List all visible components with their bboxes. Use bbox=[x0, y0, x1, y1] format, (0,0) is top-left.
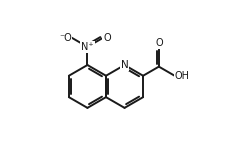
Text: O: O bbox=[103, 33, 111, 43]
Text: OH: OH bbox=[175, 71, 190, 81]
Text: N⁺: N⁺ bbox=[81, 42, 94, 52]
Text: N: N bbox=[121, 60, 129, 70]
Text: O: O bbox=[155, 38, 163, 49]
Text: ⁻O: ⁻O bbox=[59, 33, 72, 43]
